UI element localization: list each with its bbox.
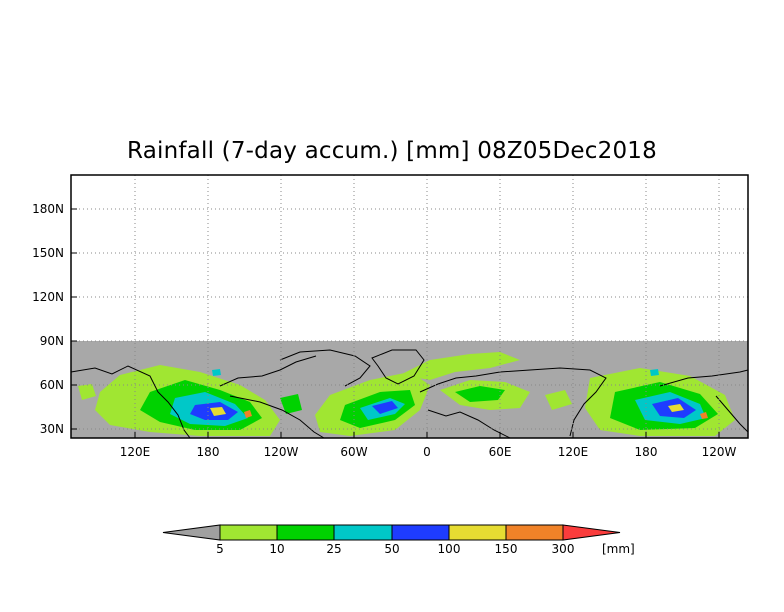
- coastline-asia: [70, 365, 191, 439]
- colorbar-units: [mm]: [602, 542, 635, 556]
- coastline-eurasia: [419, 367, 607, 437]
- x-tick-label: 120W: [264, 445, 299, 459]
- y-tick-label: 60N: [40, 378, 64, 392]
- rain-patch: [455, 386, 505, 402]
- map-frame: [70, 174, 749, 439]
- rain-patch: [650, 369, 659, 376]
- colorbar: 5 10 25 50 100 150 300 [mm]: [162, 524, 635, 556]
- x-tick-label: 120E: [120, 445, 151, 459]
- rain-patch: [280, 394, 302, 414]
- rain-patch: [78, 384, 96, 400]
- colorbar-bin: [391, 524, 450, 541]
- colorbar-label: 5: [216, 542, 224, 556]
- map-title: Rainfall (7-day accum.) [mm] 08Z05Dec201…: [127, 138, 657, 164]
- colorbar-label: 150: [495, 542, 518, 556]
- colorbar-label: 300: [552, 542, 575, 556]
- rain-patch: [668, 404, 684, 412]
- x-tick-label: 0: [423, 445, 431, 459]
- coastline-europe-south: [427, 409, 511, 439]
- y-tick-label: 180N: [32, 202, 64, 216]
- y-tick-label: 120N: [32, 290, 64, 304]
- colorbar-bin: [448, 524, 507, 541]
- x-tick-label: 60W: [340, 445, 367, 459]
- colorbar-below-triangle: [162, 524, 221, 541]
- rain-patch: [400, 352, 520, 380]
- coastline-north-america-2: [659, 369, 749, 387]
- coastline-greenland: [371, 349, 425, 385]
- coastline-canada-arctic: [279, 349, 371, 387]
- grid-lines: [71, 175, 748, 438]
- colorbar-label: 50: [384, 542, 399, 556]
- coastlines: [70, 349, 749, 439]
- y-tick-label: 150N: [32, 246, 64, 260]
- colorbar-bin: [219, 524, 278, 541]
- colorbar-above-triangle: [562, 524, 621, 541]
- rainfall-field: [78, 352, 735, 436]
- rain-patch: [545, 390, 572, 410]
- y-tick-label: 30N: [40, 422, 64, 436]
- x-axis-labels: 120E 180 120W 60W 0 60E 120E 180 120W: [120, 432, 737, 459]
- coastline-west-na-2: [715, 395, 749, 433]
- colorbar-label: 100: [438, 542, 461, 556]
- x-tick-label: 120W: [702, 445, 737, 459]
- x-tick-label: 120E: [558, 445, 589, 459]
- rain-patch: [700, 412, 708, 419]
- colorbar-label: 10: [269, 542, 284, 556]
- rain-patch: [212, 369, 221, 376]
- coastline-north-america: [229, 395, 325, 439]
- colorbar-bin: [333, 524, 393, 541]
- x-tick-label: 180: [197, 445, 220, 459]
- coastline-alaska: [219, 355, 317, 387]
- x-tick-label: 180: [635, 445, 658, 459]
- rain-patch: [372, 401, 398, 414]
- x-tick-label: 60E: [489, 445, 512, 459]
- y-axis-labels: 180N 150N 120N 90N 60N 30N: [32, 202, 77, 436]
- colorbar-bin: [276, 524, 335, 541]
- colorbar-label: 25: [326, 542, 341, 556]
- rain-patch: [244, 410, 252, 418]
- rain-patch: [210, 407, 226, 416]
- y-tick-label: 90N: [40, 334, 64, 348]
- colorbar-bin: [505, 524, 564, 541]
